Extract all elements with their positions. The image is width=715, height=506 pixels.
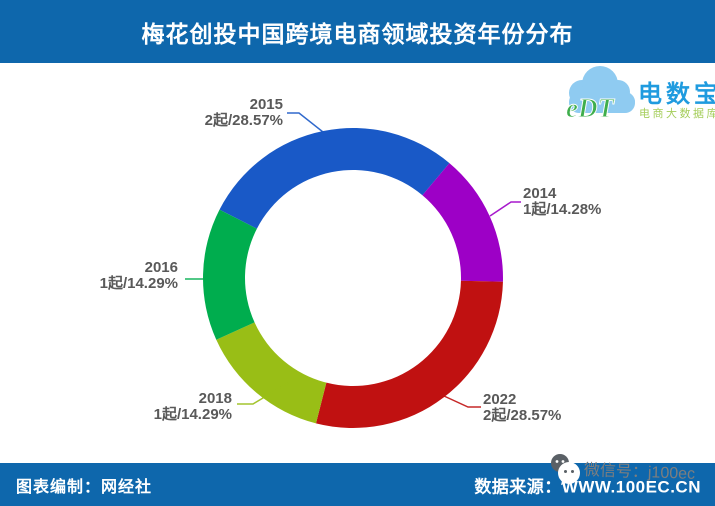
leader-line-2018 [237, 382, 289, 405]
donut-segment-2022[interactable] [315, 280, 503, 428]
title-banner: 梅花创投中国跨境电商领域投资年份分布 [0, 0, 715, 63]
donut-segment-2015[interactable] [219, 128, 450, 229]
cloud-edt-text: eDT [566, 93, 615, 123]
logo-tagline: 电商大数据库 [639, 108, 715, 120]
footer-bar: 图表编制：网经社 数据来源：WWW.100EC.CN [0, 463, 715, 506]
wechat-watermark: 微信号：j100ec [548, 450, 715, 488]
leader-line-2014 [489, 201, 521, 217]
segment-value-label-2018: 1起/14.29% [154, 406, 232, 423]
cloud-icon: eDT [566, 66, 635, 123]
leader-line-2015 [287, 112, 324, 133]
leader-line-2022 [443, 395, 481, 408]
page-title: 梅花创投中国跨境电商领域投资年份分布 [141, 20, 574, 47]
edb-logo: eDT 电数宝 电商大数据库 [556, 62, 715, 126]
segment-value-label-2015: 2起/28.57% [205, 112, 283, 129]
data-source: 数据来源：WWW.100EC.CN [474, 477, 701, 496]
segment-value-label-2016: 1起/14.29% [100, 275, 178, 292]
segment-year-label-2022: 2022 [483, 391, 516, 408]
segment-year-label-2018: 2018 [199, 390, 232, 407]
donut-segment-2016[interactable] [203, 209, 257, 340]
logo-brand: 电数宝 [638, 81, 715, 108]
segment-value-label-2014: 1起/14.28% [523, 201, 601, 218]
wechat-id: 微信号：j100ec [583, 462, 696, 483]
donut-segment-2014[interactable] [422, 163, 503, 282]
segment-year-label-2015: 2015 [250, 96, 283, 113]
segment-value-label-2022: 2起/28.57% [483, 407, 561, 424]
segment-year-label-2016: 2016 [145, 259, 178, 276]
chart-credit: 图表编制：网经社 [16, 478, 153, 496]
wechat-icon [551, 454, 580, 485]
segment-year-label-2014: 2014 [523, 185, 557, 202]
donut-segment-2018[interactable] [216, 322, 327, 424]
